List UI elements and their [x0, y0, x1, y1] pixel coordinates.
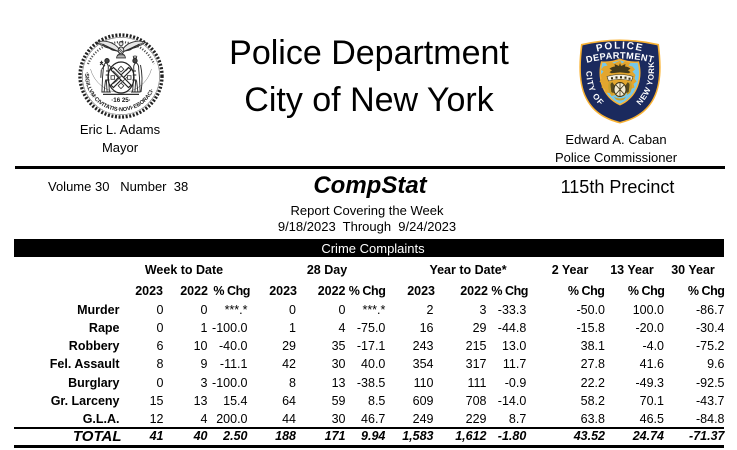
svg-text:DEPARTMENT: DEPARTMENT [585, 50, 655, 64]
svg-text:POLICE: POLICE [595, 40, 645, 54]
svg-text:·16 25·: ·16 25· [111, 97, 131, 104]
